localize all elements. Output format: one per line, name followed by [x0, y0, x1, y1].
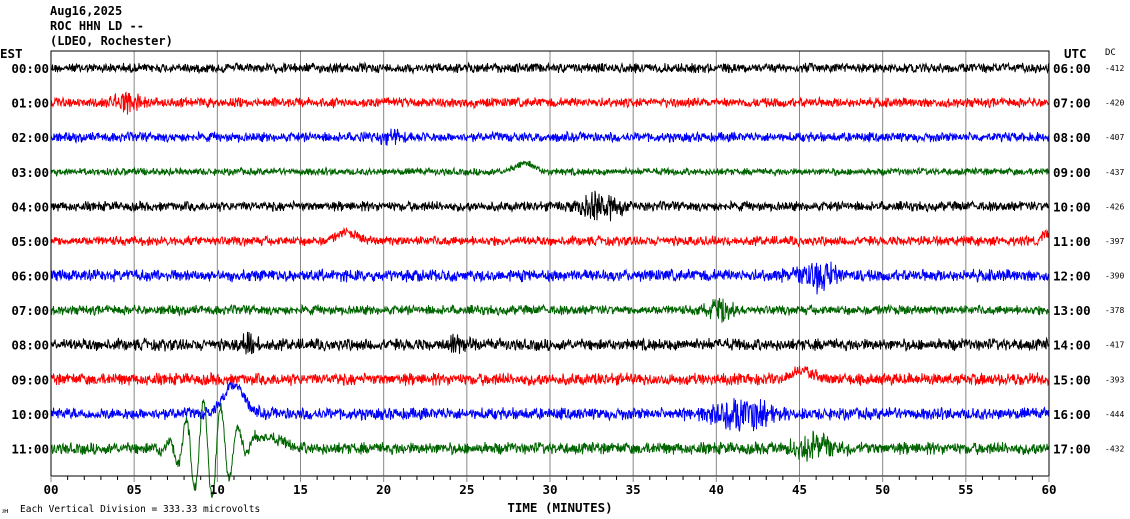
x-tick-label: 20	[376, 482, 391, 497]
est-time-label: 08:00	[11, 338, 49, 353]
est-time-label: 04:00	[11, 199, 49, 214]
dc-offset-label: -393	[1105, 375, 1124, 384]
date-label: Aug16,2025	[50, 4, 123, 18]
est-axis-title: EST	[0, 46, 23, 61]
grid	[133, 51, 967, 476]
dc-offset-label: -420	[1105, 99, 1124, 108]
x-tick-label: 55	[958, 482, 973, 497]
utc-time-label: 09:00	[1053, 165, 1091, 180]
utc-time-label: 06:00	[1053, 61, 1091, 76]
network-label: (LDEO, Rochester)	[50, 34, 173, 48]
seismic-trace-0700	[50, 297, 1050, 323]
x-tick-label: 35	[626, 482, 641, 497]
utc-time-label: 11:00	[1053, 234, 1091, 249]
utc-time-label: 07:00	[1053, 96, 1091, 111]
est-time-label: 07:00	[11, 303, 49, 318]
seismic-trace-0800	[50, 331, 1050, 355]
utc-time-label: 16:00	[1053, 407, 1091, 422]
seismic-trace-0600	[50, 261, 1050, 295]
seismic-trace-0200	[50, 128, 1050, 146]
est-time-label: 03:00	[11, 165, 49, 180]
est-time-label: 09:00	[11, 372, 49, 387]
x-tick-label: 30	[542, 482, 557, 497]
seismic-trace-1100	[50, 399, 1050, 499]
utc-time-label: 17:00	[1053, 441, 1091, 456]
x-tick-label: 40	[709, 482, 724, 497]
seismic-trace-1000	[50, 382, 1050, 432]
est-time-label: 10:00	[11, 407, 49, 422]
dc-offset-label: -437	[1105, 168, 1124, 177]
x-tick-label: 10	[210, 482, 225, 497]
seismic-trace-0300	[50, 160, 1050, 178]
x-tick-label: 15	[293, 482, 308, 497]
utc-time-label: 08:00	[1053, 130, 1091, 145]
seismic-trace-0000	[50, 61, 1050, 75]
dc-offset-label: -412	[1105, 64, 1124, 73]
est-time-label: 05:00	[11, 234, 49, 249]
utc-axis-title: UTC	[1064, 46, 1087, 61]
utc-time-label: 13:00	[1053, 303, 1091, 318]
x-tick-label: 45	[792, 482, 807, 497]
scale-note: Each Vertical Division = 333.33 microvol…	[20, 504, 260, 515]
utc-time-label: 15:00	[1053, 372, 1091, 387]
seismic-trace-0100	[50, 91, 1050, 115]
dc-offset-label: -397	[1105, 237, 1124, 246]
x-tick-label: 05	[127, 482, 142, 497]
corner-mark: ᴊʜ	[2, 507, 8, 515]
dc-offset-label: -417	[1105, 341, 1124, 350]
dc-offset-label: -390	[1105, 272, 1124, 281]
dc-offset-label: -378	[1105, 306, 1124, 315]
est-time-label: 11:00	[11, 441, 49, 456]
x-tick-label: 25	[459, 482, 474, 497]
dc-title: DC	[1105, 48, 1116, 58]
utc-time-label: 10:00	[1053, 199, 1091, 214]
x-axis-label: TIME (MINUTES)	[507, 500, 612, 515]
traces	[50, 61, 1050, 499]
x-tick-label: 00	[43, 482, 58, 497]
utc-time-label: 12:00	[1053, 269, 1091, 284]
est-time-label: 01:00	[11, 96, 49, 111]
x-tick-label: 50	[875, 482, 890, 497]
dc-offset-label: -426	[1105, 202, 1124, 211]
station-label: ROC HHN LD --	[50, 19, 144, 33]
seismic-trace-0500	[50, 226, 1050, 248]
utc-time-label: 14:00	[1053, 338, 1091, 353]
seismic-trace-0900	[50, 365, 1050, 387]
dc-offset-label: -432	[1105, 444, 1124, 453]
seismic-trace-0400	[50, 190, 1050, 222]
est-time-label: 02:00	[11, 130, 49, 145]
dc-offset-label: -444	[1105, 410, 1124, 419]
axes: 00 05 10 15 20 25 30 35 40 45 50 55 60 00:00 06:00 -412…	[11, 61, 1124, 497]
est-time-label: 06:00	[11, 269, 49, 284]
dc-offset-label: -407	[1105, 133, 1124, 142]
est-time-label: 00:00	[11, 61, 49, 76]
x-tick-label: 60	[1041, 482, 1056, 497]
